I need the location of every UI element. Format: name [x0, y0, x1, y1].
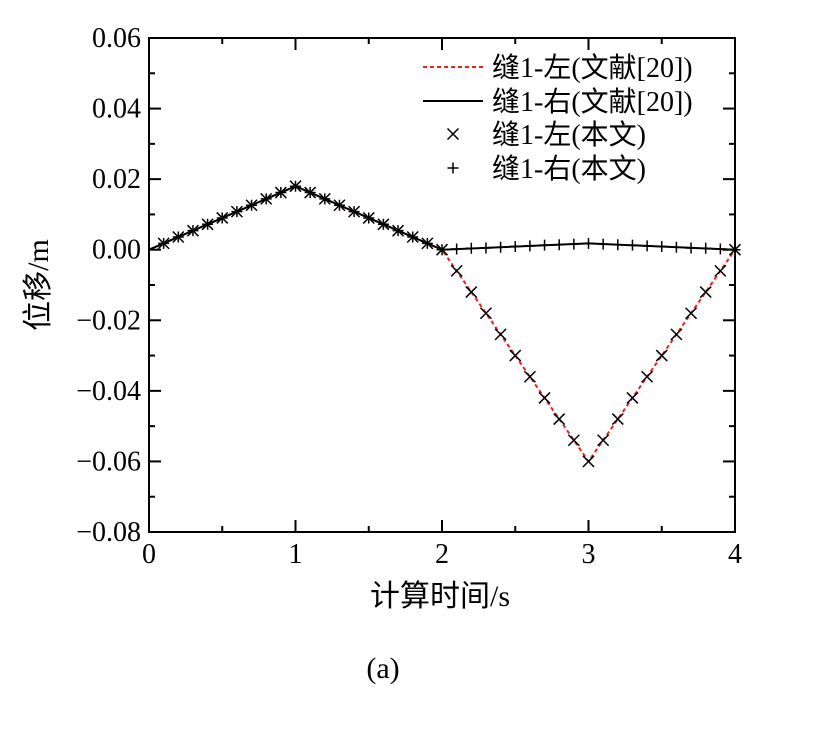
- y-tick-label: −0.02: [76, 305, 141, 336]
- data-point-2-31: [611, 413, 624, 426]
- data-point-3-16: [392, 225, 404, 237]
- series-line-0: [148, 185, 736, 464]
- data-point-3-25: [524, 240, 536, 252]
- legend-label: 缝1-左(本文): [492, 119, 646, 151]
- legend-entry-3: 缝1-右(本文): [447, 153, 646, 185]
- y-axis-title: 位移/m: [22, 239, 55, 331]
- data-point-3-1: [172, 231, 184, 243]
- legend-entry-1: 缝1-右(文献[20]): [423, 86, 693, 118]
- y-tick-label: −0.04: [76, 376, 141, 407]
- data-point-3-27: [553, 239, 565, 251]
- plot-area: [148, 180, 742, 468]
- data-point-3-36: [685, 242, 697, 254]
- y-tick-label: 0.00: [92, 235, 141, 266]
- data-point-2-20: [450, 264, 463, 277]
- axes: 0 1 2 3 4 0.06 0.04 0.02 0.00 −0.02 −0.04 −0.06 −0.0…: [76, 23, 742, 570]
- y-tick-label: −0.08: [76, 517, 141, 548]
- data-point-2-26: [538, 391, 551, 404]
- data-point-2-24: [509, 349, 522, 362]
- x-axis-title: 计算时间/s: [370, 580, 510, 613]
- data-point-2-21: [465, 286, 478, 299]
- data-point-2-25: [523, 370, 536, 383]
- data-point-2-22: [479, 307, 492, 320]
- legend-label: 缝1-左(文献[20]): [492, 52, 693, 84]
- data-point-2-37: [699, 286, 712, 299]
- data-point-3-29: [583, 237, 594, 249]
- data-point-3-35: [670, 241, 682, 253]
- x-tick-label: 0: [142, 539, 156, 570]
- data-point-2-32: [626, 391, 639, 404]
- data-point-3-8: [275, 187, 287, 199]
- legend: 缝1-左(文献[20])缝1-右(文献[20])缝1-左(本文)缝1-右(本文): [423, 52, 693, 185]
- data-point-3-14: [363, 212, 375, 224]
- figure-caption: (a): [366, 652, 399, 685]
- data-point-2-29: [582, 455, 595, 468]
- y-tick-label: 0.06: [92, 23, 141, 54]
- data-point-2-27: [553, 413, 566, 426]
- data-point-3-12: [333, 199, 345, 211]
- data-point-3-11: [319, 193, 331, 205]
- legend-entry-2: 缝1-左(本文): [446, 119, 646, 151]
- data-point-2-36: [685, 307, 698, 320]
- series-line-1: [148, 185, 736, 251]
- x-tick-label: 3: [582, 539, 596, 570]
- data-point-2-23: [494, 328, 507, 341]
- data-point-3-18: [421, 237, 433, 249]
- x-tick-label: 4: [728, 539, 742, 570]
- y-tick-label: −0.06: [76, 446, 141, 477]
- data-point-2-28: [567, 434, 580, 447]
- data-point-3-28: [568, 238, 580, 250]
- legend-swatch: [447, 162, 459, 174]
- data-point-2-34: [655, 349, 668, 362]
- data-point-3-6: [246, 199, 258, 211]
- y-tick-label: 0.02: [92, 164, 141, 195]
- data-point-3-31: [612, 239, 624, 251]
- data-point-3-22: [480, 242, 492, 254]
- legend-label: 缝1-右(本文): [492, 153, 646, 185]
- data-point-2-33: [641, 370, 654, 383]
- data-point-3-23: [495, 241, 507, 253]
- x-tick-label: 2: [435, 539, 449, 570]
- data-point-2-30: [597, 434, 610, 447]
- data-point-3-10: [304, 187, 316, 199]
- x-tick-label: 1: [289, 539, 303, 570]
- data-point-3-3: [202, 218, 214, 230]
- data-point-3-4: [216, 212, 228, 224]
- legend-label: 缝1-右(文献[20]): [492, 86, 693, 118]
- data-point-3-9: [290, 180, 301, 192]
- data-point-3-15: [377, 218, 389, 230]
- data-point-2-35: [670, 328, 683, 341]
- data-point-2-38: [714, 264, 727, 277]
- data-point-3-17: [407, 231, 419, 243]
- data-point-3-19: [436, 244, 448, 256]
- data-point-3-13: [348, 206, 360, 218]
- data-point-3-33: [641, 240, 653, 252]
- y-tick-label: 0.04: [92, 94, 141, 125]
- data-point-3-2: [187, 225, 199, 237]
- data-point-3-24: [509, 241, 521, 253]
- data-point-3-21: [465, 242, 477, 254]
- legend-entry-0: 缝1-左(文献[20]): [423, 52, 693, 84]
- data-point-3-30: [597, 238, 609, 250]
- data-point-3-0: [158, 237, 170, 249]
- data-point-3-37: [700, 242, 712, 254]
- data-point-3-26: [539, 239, 551, 251]
- legend-swatch: [446, 127, 460, 141]
- data-point-3-34: [656, 241, 668, 253]
- data-point-3-20: [451, 243, 463, 255]
- data-point-3-32: [626, 239, 638, 251]
- data-point-3-5: [231, 206, 243, 218]
- data-point-3-7: [260, 193, 272, 205]
